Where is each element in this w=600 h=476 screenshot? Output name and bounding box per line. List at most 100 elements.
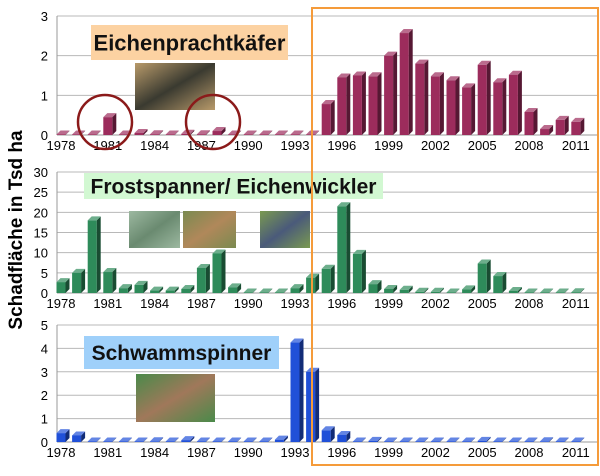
bar-front <box>87 134 97 135</box>
bar-front <box>524 441 534 442</box>
bar-front <box>321 104 331 135</box>
bar-side <box>159 437 164 442</box>
bar-1985 <box>165 437 179 442</box>
bar-1987 <box>196 263 210 293</box>
x-tick-label: 2011 <box>562 138 590 153</box>
bar-top <box>477 436 491 441</box>
bar-side <box>455 76 460 135</box>
bar-side <box>96 437 101 442</box>
bar-side <box>252 288 257 293</box>
bar-top <box>337 202 351 207</box>
bar-front <box>446 292 456 293</box>
bar-side <box>471 437 476 442</box>
bar-2007 <box>508 437 522 442</box>
bar-top <box>384 51 398 56</box>
bar-front <box>228 287 238 293</box>
bar-1989 <box>228 437 242 442</box>
bar-2005 <box>477 259 491 293</box>
bar-front <box>87 220 97 293</box>
y-tick-label: 3 <box>41 9 48 24</box>
bar-side <box>81 130 86 135</box>
bar-side <box>299 130 304 135</box>
bar-2002 <box>430 72 444 135</box>
bar-1989 <box>228 283 242 293</box>
bar-top <box>212 249 226 254</box>
bar-front <box>462 441 472 442</box>
bar-front <box>399 289 409 293</box>
bar-1991 <box>259 437 273 442</box>
bar-1997 <box>352 437 366 442</box>
x-tick-label: 1978 <box>47 138 76 153</box>
bar-top <box>228 283 242 288</box>
bar-front <box>493 276 503 293</box>
bar-side <box>221 127 226 135</box>
bar-2002 <box>430 287 444 293</box>
bar-front <box>337 206 347 293</box>
bar-1988 <box>212 249 226 293</box>
bar-front <box>384 441 394 442</box>
x-tick-label: 1993 <box>281 138 310 153</box>
bar-top <box>72 431 86 436</box>
bar-front <box>103 272 113 293</box>
bar-side <box>408 437 413 442</box>
bar-front <box>228 441 238 442</box>
bar-side <box>377 436 382 442</box>
bar-front <box>571 121 581 135</box>
insect-photo <box>135 63 215 110</box>
bar-top <box>212 437 226 442</box>
bar-side <box>159 286 164 293</box>
x-tick-label: 1981 <box>93 445 122 460</box>
bar-2002 <box>430 437 444 442</box>
bar-front <box>493 441 503 442</box>
x-tick-label: 1987 <box>187 445 216 460</box>
bar-front <box>165 290 175 293</box>
bar-top <box>540 288 554 293</box>
y-axis-label: Schadfläche in Tsd ha <box>6 130 27 330</box>
bar-1999 <box>384 437 398 442</box>
bar-front <box>290 288 300 293</box>
bar-front <box>228 134 238 135</box>
bar-top <box>196 263 210 268</box>
bar-front <box>321 430 331 442</box>
bar-front <box>243 441 253 442</box>
bar-1980 <box>87 216 101 293</box>
bar-front <box>196 134 206 135</box>
bar-side <box>533 288 538 293</box>
bar-2005 <box>477 436 491 442</box>
series-title: Frostspanner/ Eichenwickler <box>91 176 377 199</box>
bar-1988 <box>212 127 226 135</box>
bar-front <box>555 292 565 293</box>
bar-front <box>446 80 456 135</box>
bar-top <box>462 437 476 442</box>
y-tick-label: 3 <box>41 365 48 380</box>
y-tick-label: 20 <box>34 205 48 220</box>
bar-side <box>237 283 242 293</box>
bar-front <box>352 253 362 293</box>
bar-side <box>502 437 507 442</box>
bar-side <box>346 202 351 293</box>
bar-top <box>290 284 304 289</box>
bar-front <box>274 292 284 293</box>
bar-side <box>502 272 507 293</box>
bar-side <box>268 130 273 135</box>
bar-side <box>315 273 320 293</box>
bar-1981 <box>103 113 117 135</box>
bar-front <box>259 134 269 135</box>
insect-photo <box>183 211 236 248</box>
bar-side <box>564 288 569 293</box>
bar-top <box>290 338 304 343</box>
bar-1991 <box>259 130 273 135</box>
x-tick-label: 2005 <box>468 296 497 311</box>
bar-side <box>299 284 304 293</box>
bar-top <box>134 129 148 134</box>
x-tick-label: 1999 <box>374 138 403 153</box>
bar-front <box>165 134 175 135</box>
bar-side <box>252 437 257 442</box>
bar-1987 <box>196 130 210 135</box>
bar-2000 <box>399 29 413 135</box>
bar-top <box>337 73 351 78</box>
bar-front <box>430 76 440 135</box>
bar-side <box>174 437 179 442</box>
bar-side <box>65 278 70 293</box>
bar-front <box>508 441 518 442</box>
